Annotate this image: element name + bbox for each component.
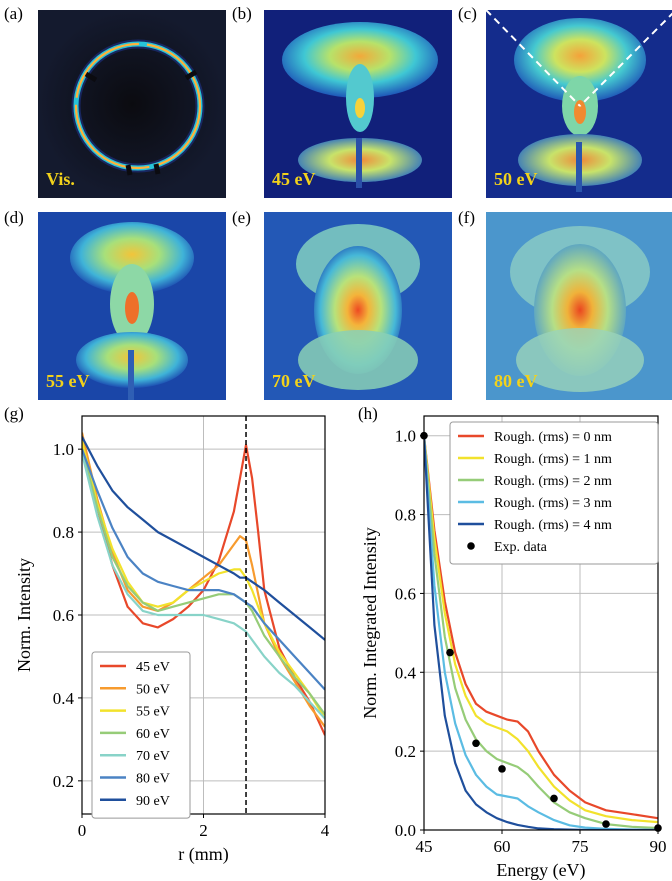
exp-data-point: [446, 648, 454, 657]
legend-label-6: 90 eV: [136, 794, 170, 809]
legend-swatch-5: [467, 542, 475, 550]
y-tick-label: 0.6: [395, 584, 416, 603]
y-tick-label: 1.0: [395, 427, 416, 446]
y-tick-label: 0.8: [53, 523, 74, 542]
ring-image: [38, 10, 226, 198]
panel-label-b: (b): [232, 4, 252, 23]
x-tick-label: 2: [199, 821, 208, 840]
panel-label-h: (h): [358, 404, 378, 423]
series-line-6: [82, 436, 325, 641]
legend-label-2: Rough. (rms) = 2 nm: [494, 474, 612, 489]
y-tick-label: 0.8: [395, 506, 416, 525]
series-line-3: [82, 448, 325, 716]
diffraction-image-55ev: [38, 212, 226, 400]
exp-data-point: [472, 739, 480, 748]
x-tick-label: 75: [572, 837, 589, 856]
integrated-intensity-chart: 45 60 75 90 0.0 0.2 0.4 0.6 0.8 1.0 Energy (eV) Nor…: [360, 415, 667, 880]
diffraction-image-80ev: [486, 212, 672, 400]
image-panel-45ev: 45 eV: [264, 10, 452, 198]
caption-55ev: 55 eV: [46, 371, 90, 391]
caption-70ev: 70 eV: [272, 371, 316, 391]
legend-label-1: Rough. (rms) = 1 nm: [494, 452, 612, 467]
x-tick-label: 4: [321, 821, 330, 840]
series-line-2: [424, 435, 658, 830]
panel-label-d: (d): [4, 208, 24, 227]
series-line-2: [82, 440, 325, 720]
y-tick-label: 0.0: [395, 821, 416, 840]
series-line-1: [82, 432, 325, 728]
series-line-4: [424, 435, 658, 830]
legend-label-4: 70 eV: [136, 749, 170, 764]
y-tick-label: 0.2: [395, 742, 416, 761]
exp-data-point: [602, 820, 610, 828]
diffraction-image-70ev: [264, 212, 452, 400]
panel-label-g: (g): [4, 404, 24, 423]
x-tick-label: 90: [650, 837, 667, 856]
series-line-5: [82, 448, 325, 691]
image-panel-50ev: 50 eV: [486, 10, 672, 198]
panel-label-a: (a): [4, 4, 23, 23]
diffraction-image-50ev: [486, 10, 672, 198]
legend-label-3: 60 eV: [136, 727, 170, 742]
series-line-0: [424, 435, 658, 820]
diffraction-image-45ev: [264, 10, 452, 198]
caption-45ev: 45 eV: [272, 169, 316, 189]
legend-label-1: 50 eV: [136, 682, 170, 697]
series-line-3: [424, 435, 658, 830]
image-panel-80ev: 80 eV: [486, 212, 672, 400]
x-axis-label: Energy (eV): [496, 860, 585, 880]
legend-label-2: 55 eV: [136, 705, 170, 720]
y-axis-label: Norm. Integrated Intensity: [360, 527, 380, 718]
y-tick-label: 1.0: [53, 440, 74, 459]
y-tick-label: 0.2: [53, 772, 74, 791]
y-tick-label: 0.4: [395, 663, 417, 682]
radial-intensity-chart: 0 2 4 0.2 0.4 0.6 0.8 1.0 r (mm) Norm. Intensity 4…: [14, 415, 330, 865]
caption-80ev: 80 eV: [494, 371, 538, 391]
legend-label-5: 80 eV: [136, 772, 170, 787]
x-tick-label: 60: [494, 837, 511, 856]
legend-label-4: Rough. (rms) = 4 nm: [494, 518, 612, 533]
legend-label-0: 45 eV: [136, 660, 170, 675]
legend-label-5: Exp. data: [494, 540, 548, 555]
image-panel-visible: Vis.: [38, 10, 226, 198]
series-line-4: [82, 453, 325, 720]
series-line-1: [424, 435, 658, 824]
exp-data-point: [498, 765, 506, 773]
legend-label-0: Rough. (rms) = 0 nm: [494, 430, 612, 445]
y-tick-label: 0.4: [53, 689, 75, 708]
x-axis-label: r (mm): [178, 844, 228, 865]
x-tick-label: 0: [78, 821, 87, 840]
plot-frame: [423, 415, 659, 831]
panel-label-c: (c): [458, 4, 477, 23]
y-tick-label: 0.6: [53, 606, 74, 625]
caption-50ev: 50 eV: [494, 169, 538, 189]
legend-box: [449, 421, 659, 565]
x-tick-label: 45: [416, 837, 433, 856]
panel-label-f: (f): [458, 208, 475, 227]
image-panel-55ev: 55 eV: [38, 212, 226, 400]
caption-visible: Vis.: [46, 169, 75, 189]
legend-label-3: Rough. (rms) = 3 nm: [494, 496, 612, 511]
exp-data-point: [550, 794, 558, 803]
image-panel-70ev: 70 eV: [264, 212, 452, 400]
panel-label-e: (e): [232, 208, 251, 227]
y-axis-label: Norm. Intensity: [14, 558, 34, 672]
